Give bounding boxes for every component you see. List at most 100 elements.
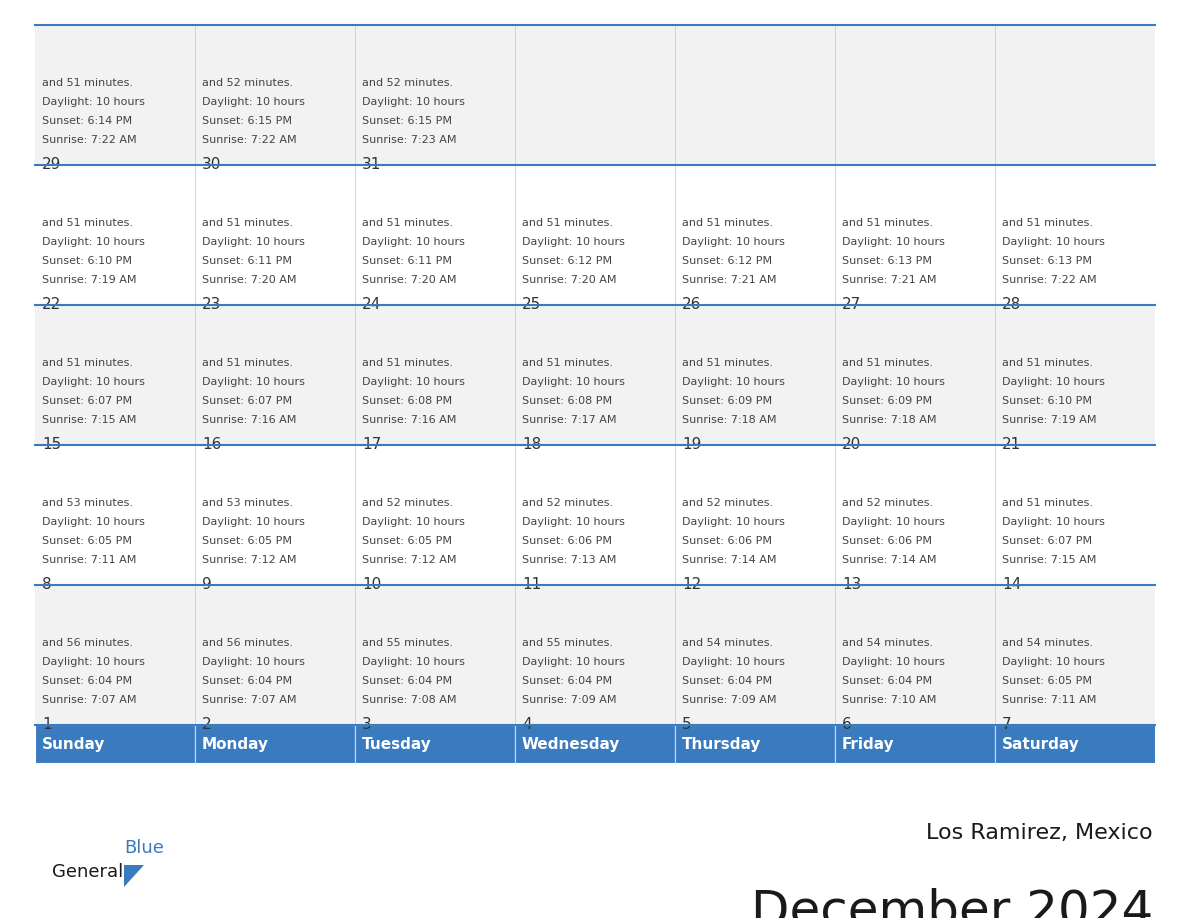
Text: Sunset: 6:07 PM: Sunset: 6:07 PM [202,396,292,406]
Bar [835,305,996,445]
Text: Thursday: Thursday [682,736,762,752]
Text: Sunset: 6:15 PM: Sunset: 6:15 PM [202,116,292,126]
Bar [675,305,835,445]
Text: and 51 minutes.: and 51 minutes. [682,218,773,228]
Text: Sunrise: 7:13 AM: Sunrise: 7:13 AM [522,555,617,565]
Text: Sunset: 6:15 PM: Sunset: 6:15 PM [362,116,451,126]
Text: 5: 5 [682,717,691,732]
Text: 19: 19 [682,437,701,452]
Text: Daylight: 10 hours: Daylight: 10 hours [1001,237,1105,247]
Text: and 51 minutes.: and 51 minutes. [842,218,933,228]
Text: Sunrise: 7:14 AM: Sunrise: 7:14 AM [842,555,936,565]
Text: and 51 minutes.: and 51 minutes. [1001,498,1093,508]
Text: 20: 20 [842,437,861,452]
Text: 29: 29 [42,157,62,172]
Bar [516,305,675,445]
Text: Sunset: 6:05 PM: Sunset: 6:05 PM [362,536,451,546]
Bar [195,305,355,445]
Bar [996,725,1155,763]
Text: General: General [52,863,124,881]
Text: Sunset: 6:04 PM: Sunset: 6:04 PM [42,676,132,686]
Text: Daylight: 10 hours: Daylight: 10 hours [1001,517,1105,527]
Bar [516,165,675,305]
Text: Sunday: Sunday [42,736,106,752]
Bar [835,585,996,725]
Bar [355,165,516,305]
Text: Sunrise: 7:17 AM: Sunrise: 7:17 AM [522,415,617,425]
Text: Sunset: 6:11 PM: Sunset: 6:11 PM [362,256,451,266]
Text: Daylight: 10 hours: Daylight: 10 hours [202,97,305,107]
Text: 10: 10 [362,577,381,592]
Bar [996,585,1155,725]
Text: Sunrise: 7:20 AM: Sunrise: 7:20 AM [202,275,297,285]
Bar [195,585,355,725]
Text: Daylight: 10 hours: Daylight: 10 hours [42,97,145,107]
Bar [675,25,835,165]
Text: 3: 3 [362,717,372,732]
Text: Sunrise: 7:07 AM: Sunrise: 7:07 AM [42,695,137,705]
Bar [996,305,1155,445]
Text: Daylight: 10 hours: Daylight: 10 hours [42,517,145,527]
Text: Daylight: 10 hours: Daylight: 10 hours [1001,377,1105,387]
Text: Sunrise: 7:19 AM: Sunrise: 7:19 AM [42,275,137,285]
Text: Sunset: 6:09 PM: Sunset: 6:09 PM [842,396,933,406]
Text: 18: 18 [522,437,542,452]
Text: Sunrise: 7:08 AM: Sunrise: 7:08 AM [362,695,456,705]
Text: and 53 minutes.: and 53 minutes. [42,498,133,508]
Text: 15: 15 [42,437,62,452]
Text: 16: 16 [202,437,221,452]
Bar [835,165,996,305]
Bar [34,725,195,763]
Text: and 52 minutes.: and 52 minutes. [522,498,613,508]
Bar [675,585,835,725]
Text: Sunset: 6:05 PM: Sunset: 6:05 PM [1001,676,1092,686]
Bar [516,725,675,763]
Text: and 51 minutes.: and 51 minutes. [1001,218,1093,228]
Bar [835,725,996,763]
Text: Daylight: 10 hours: Daylight: 10 hours [522,237,625,247]
Text: 11: 11 [522,577,542,592]
Text: and 51 minutes.: and 51 minutes. [202,218,293,228]
Text: Sunrise: 7:16 AM: Sunrise: 7:16 AM [202,415,296,425]
Text: Daylight: 10 hours: Daylight: 10 hours [682,517,785,527]
Text: and 51 minutes.: and 51 minutes. [842,358,933,368]
Text: and 55 minutes.: and 55 minutes. [362,638,453,648]
Text: Sunrise: 7:15 AM: Sunrise: 7:15 AM [1001,555,1097,565]
Bar [996,445,1155,585]
Text: Sunrise: 7:15 AM: Sunrise: 7:15 AM [42,415,137,425]
Text: 31: 31 [362,157,381,172]
Text: 30: 30 [202,157,221,172]
Text: and 51 minutes.: and 51 minutes. [202,358,293,368]
Text: and 52 minutes.: and 52 minutes. [362,78,453,88]
Text: Daylight: 10 hours: Daylight: 10 hours [362,237,465,247]
Text: Sunrise: 7:09 AM: Sunrise: 7:09 AM [522,695,617,705]
Text: 24: 24 [362,297,381,312]
Text: Sunset: 6:04 PM: Sunset: 6:04 PM [202,676,292,686]
Text: Blue: Blue [124,839,164,857]
Text: Sunrise: 7:22 AM: Sunrise: 7:22 AM [1001,275,1097,285]
Text: Sunset: 6:04 PM: Sunset: 6:04 PM [522,676,612,686]
Text: 26: 26 [682,297,701,312]
Text: Sunset: 6:10 PM: Sunset: 6:10 PM [1001,396,1092,406]
Bar [516,25,675,165]
Text: Sunrise: 7:12 AM: Sunrise: 7:12 AM [362,555,456,565]
Text: Wednesday: Wednesday [522,736,620,752]
Text: Sunset: 6:13 PM: Sunset: 6:13 PM [842,256,933,266]
Text: Sunset: 6:05 PM: Sunset: 6:05 PM [202,536,292,546]
Text: Daylight: 10 hours: Daylight: 10 hours [522,657,625,667]
Text: Sunset: 6:06 PM: Sunset: 6:06 PM [522,536,612,546]
Text: Sunrise: 7:20 AM: Sunrise: 7:20 AM [522,275,617,285]
Text: Daylight: 10 hours: Daylight: 10 hours [42,237,145,247]
Text: and 51 minutes.: and 51 minutes. [42,218,133,228]
Text: Sunrise: 7:21 AM: Sunrise: 7:21 AM [682,275,777,285]
Text: 12: 12 [682,577,701,592]
Text: and 55 minutes.: and 55 minutes. [522,638,613,648]
Bar [835,25,996,165]
Bar [195,25,355,165]
Text: 13: 13 [842,577,861,592]
Bar [516,445,675,585]
Text: Saturday: Saturday [1001,736,1080,752]
Bar [34,165,195,305]
Text: 17: 17 [362,437,381,452]
Text: Monday: Monday [202,736,268,752]
